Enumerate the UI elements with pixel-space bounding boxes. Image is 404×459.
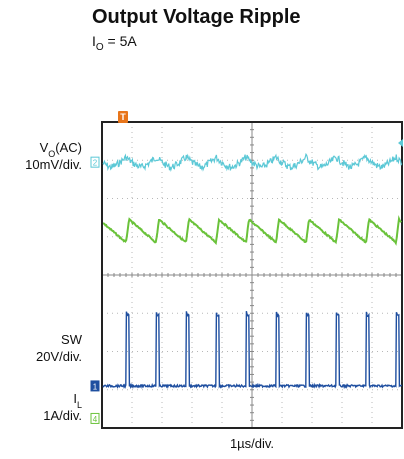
channel-scale-label: 10mV/div. — [25, 157, 82, 172]
chart-title: Output Voltage Ripple — [92, 6, 301, 28]
channel-label-sub: O — [48, 149, 55, 159]
channel-labels: VO(AC)10mV/div.SW20V/div.IL1A/div.1µs/di… — [25, 140, 274, 451]
chart-subtitle: IO = 5A — [92, 33, 137, 53]
channel-label-main: SW — [61, 332, 83, 347]
channel-marker-box — [90, 156, 100, 168]
plot-grid — [101, 121, 403, 429]
channel-label-sub: L — [77, 400, 82, 410]
channel-marker-label: 2 — [93, 159, 98, 168]
plot-traces — [102, 152, 403, 390]
channel-label: IL — [73, 391, 82, 410]
subtitle-rest: = 5A — [103, 33, 137, 49]
channel-marker-box — [90, 380, 100, 392]
channel-label: VO(AC) — [40, 140, 82, 159]
trigger-marker-label: T — [120, 112, 126, 122]
channel-label-rest: (AC) — [55, 140, 82, 155]
right-level-marker — [398, 139, 403, 148]
channel-marker-box — [90, 412, 100, 424]
channel-marker-label: 4 — [93, 415, 98, 424]
trigger-marker-box — [118, 111, 128, 123]
channel-scale-label: 1A/div. — [43, 408, 82, 423]
subtitle-base: I — [92, 33, 96, 49]
channel-label: SW — [61, 332, 83, 347]
channel-marker-label: 1 — [93, 382, 98, 391]
series-line-il — [103, 214, 402, 246]
subtitle-sub: O — [95, 41, 104, 53]
channel-label-main: V — [40, 140, 49, 155]
series-line-sw — [102, 311, 403, 390]
channel-scale-label: 20V/div. — [36, 349, 82, 364]
series-line-vo-ac — [102, 152, 403, 173]
plot-frame — [101, 121, 403, 429]
channel-label-main: I — [73, 391, 77, 406]
x-axis-label: 1µs/div. — [230, 436, 274, 451]
channel-markers: 2 1 4 T — [90, 111, 403, 424]
